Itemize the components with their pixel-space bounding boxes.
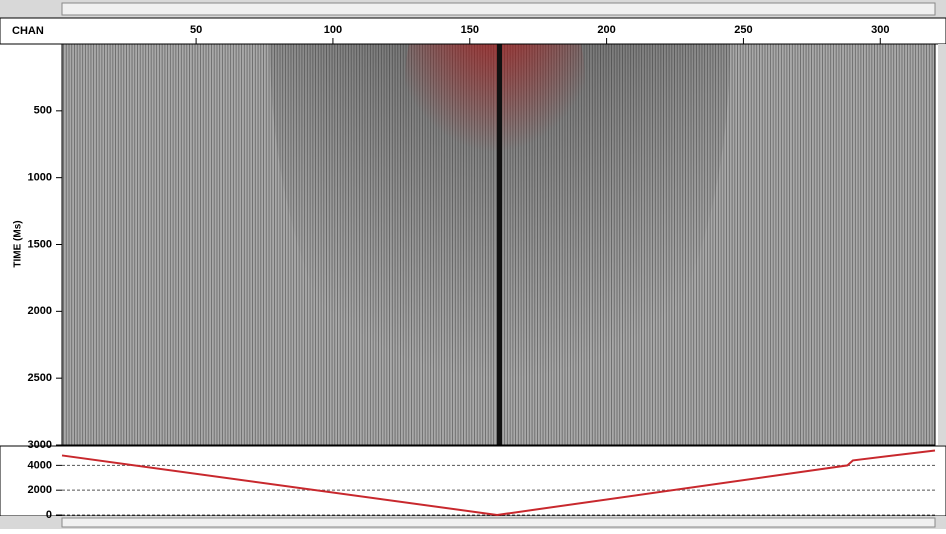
offset-line <box>61 449 936 517</box>
offset-panel <box>0 445 946 517</box>
y-tick-label: 500 <box>34 105 52 117</box>
x-tick-label: 300 <box>871 24 889 36</box>
x-tick-label: 200 <box>597 24 615 36</box>
x-tick-label: 150 <box>461 24 479 36</box>
wavefield-core <box>405 44 585 200</box>
x-tick-label: 100 <box>324 24 342 36</box>
source-trace <box>497 44 502 445</box>
y-tick-label: 0 <box>46 509 52 521</box>
y-tick-label: 2500 <box>28 372 52 384</box>
seismic-panel <box>62 44 935 445</box>
x-tick-label: 50 <box>190 24 202 36</box>
x-axis-label: CHAN <box>12 25 44 37</box>
y-tick-label: 2000 <box>28 484 52 496</box>
y-tick-label: 3000 <box>28 439 52 451</box>
y-tick-label: 1500 <box>28 238 52 250</box>
y-axis-label: TIME (Ms) <box>13 220 24 267</box>
x-tick-label: 250 <box>734 24 752 36</box>
y-tick-label: 4000 <box>28 459 52 471</box>
side-scrollbar[interactable] <box>938 44 946 445</box>
y-tick-label: 2000 <box>28 305 52 317</box>
scroll-track[interactable] <box>61 2 936 16</box>
y-tick-label: 1000 <box>28 172 52 184</box>
scroll-track[interactable] <box>61 517 936 528</box>
